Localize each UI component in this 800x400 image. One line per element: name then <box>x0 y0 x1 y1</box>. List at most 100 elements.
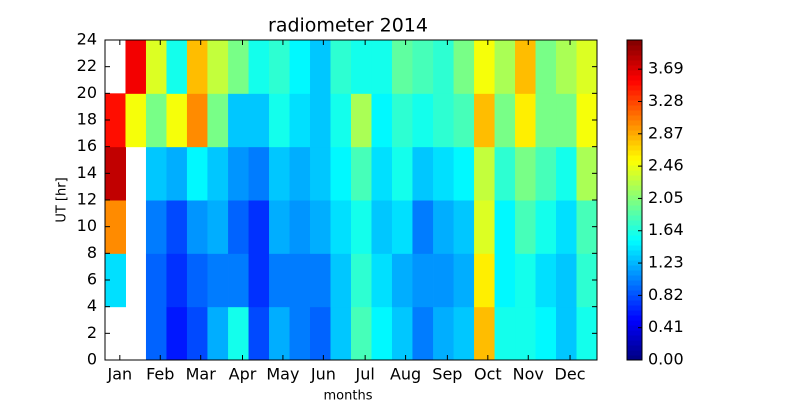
y-tick-label: 14 <box>77 163 97 182</box>
colorbar-segment <box>627 105 642 111</box>
colorbar-segment <box>627 265 642 271</box>
heatmap-cell <box>228 253 250 308</box>
heatmap-cell <box>330 253 352 308</box>
heatmap-cell <box>474 40 496 94</box>
heatmap-cell <box>535 306 557 361</box>
x-tick-label: Sep <box>432 365 462 384</box>
colorbar-segment <box>627 75 642 81</box>
heatmap-cell <box>576 146 598 201</box>
colorbar-frame <box>626 39 643 361</box>
y-tick-label: 24 <box>77 30 97 49</box>
heatmap-cell <box>269 93 291 148</box>
colorbar-segment <box>627 245 642 251</box>
x-tick-label: Aug <box>390 365 421 384</box>
colorbar-segment <box>627 230 642 236</box>
heatmap-cell <box>145 253 167 308</box>
colorbar-tick-label: 3.28 <box>648 91 684 110</box>
heatmap-cell <box>391 93 413 148</box>
colorbar-segment <box>627 315 642 321</box>
heatmap-cell <box>391 40 413 94</box>
colorbar-segment <box>627 280 642 286</box>
heatmap-cell <box>453 146 475 201</box>
heatmap-cell <box>453 40 475 94</box>
heatmap-cell <box>310 146 332 201</box>
heatmap-cell <box>166 146 188 201</box>
heatmap-cell <box>453 200 475 254</box>
heatmap-cell <box>207 253 229 308</box>
heatmap-cell <box>228 200 250 254</box>
colorbar-segment <box>627 115 642 121</box>
heatmap-cell <box>125 93 147 148</box>
heatmap-cell <box>289 306 311 361</box>
heatmap-cell <box>104 146 126 201</box>
heatmap-cell <box>104 93 126 148</box>
heatmap-cell <box>104 200 126 254</box>
colorbar-segment <box>627 290 642 296</box>
heatmap-cell <box>228 40 250 94</box>
colorbar-segment <box>627 335 642 341</box>
colorbar-segment <box>627 285 642 291</box>
colorbar-segment <box>627 60 642 66</box>
colorbar-segment <box>627 270 642 276</box>
heatmap-cell <box>310 200 332 254</box>
colorbar-segment <box>627 225 642 231</box>
colorbar-segment <box>627 250 642 256</box>
heatmap-cell <box>576 40 598 94</box>
heatmap-cell <box>330 200 352 254</box>
heatmap-cell <box>412 306 434 361</box>
heatmap-cell <box>289 40 311 94</box>
y-tick-label: 2 <box>87 323 97 342</box>
heatmap-cell <box>310 93 332 148</box>
y-tick-label: 4 <box>87 296 97 315</box>
heatmap-cell <box>289 146 311 201</box>
colorbar-segment <box>627 125 642 131</box>
colorbar-segment <box>627 40 642 46</box>
heatmap-cell <box>310 40 332 94</box>
heatmap-cell <box>391 146 413 201</box>
colorbar-segment <box>627 235 642 241</box>
heatmap-cell <box>412 40 434 94</box>
colorbar-segment <box>627 355 642 361</box>
heatmap-cell <box>269 200 291 254</box>
heatmap-cell <box>556 200 578 254</box>
heatmap-cell <box>535 200 557 254</box>
y-tick-label: 18 <box>77 110 97 129</box>
colorbar-segment <box>627 325 642 331</box>
colorbar-segment <box>627 130 642 136</box>
heatmap-cell <box>494 253 516 308</box>
heatmap-cell <box>371 146 393 201</box>
heatmap-cell <box>207 40 229 94</box>
heatmap-cell <box>412 253 434 308</box>
heatmap-cell <box>576 200 598 254</box>
heatmap-cell <box>125 40 147 94</box>
heatmap-cell <box>228 306 250 361</box>
x-tick-label: Oct <box>474 365 502 384</box>
heatmap-cell <box>186 146 208 201</box>
y-axis-label: UT [hr] <box>55 177 70 222</box>
heatmap-cell <box>494 93 516 148</box>
heatmap-cell <box>515 146 537 201</box>
heatmap-cell <box>350 253 372 308</box>
x-tick-label: Dec <box>555 365 586 384</box>
heatmap-cell <box>494 306 516 361</box>
heatmap-cell <box>515 306 537 361</box>
heatmap-cell <box>556 93 578 148</box>
colorbar-tick-label: 2.87 <box>648 123 684 142</box>
colorbar-segment <box>627 205 642 211</box>
colorbar-segment <box>627 90 642 96</box>
heatmap-cell <box>104 253 126 308</box>
colorbar-segment <box>627 165 642 171</box>
colorbar-segment <box>627 65 642 71</box>
colorbar-segment <box>627 305 642 311</box>
heatmap-cell <box>535 40 557 94</box>
heatmap-cell <box>145 93 167 148</box>
y-tick-label: 10 <box>77 216 97 235</box>
colorbar-segment <box>627 120 642 126</box>
heatmap-cell <box>166 200 188 254</box>
heatmap-cell <box>433 200 455 254</box>
heatmap-cell <box>576 253 598 308</box>
heatmap-cell <box>535 253 557 308</box>
colorbar-segment <box>627 100 642 106</box>
colorbar-segment <box>627 45 642 51</box>
